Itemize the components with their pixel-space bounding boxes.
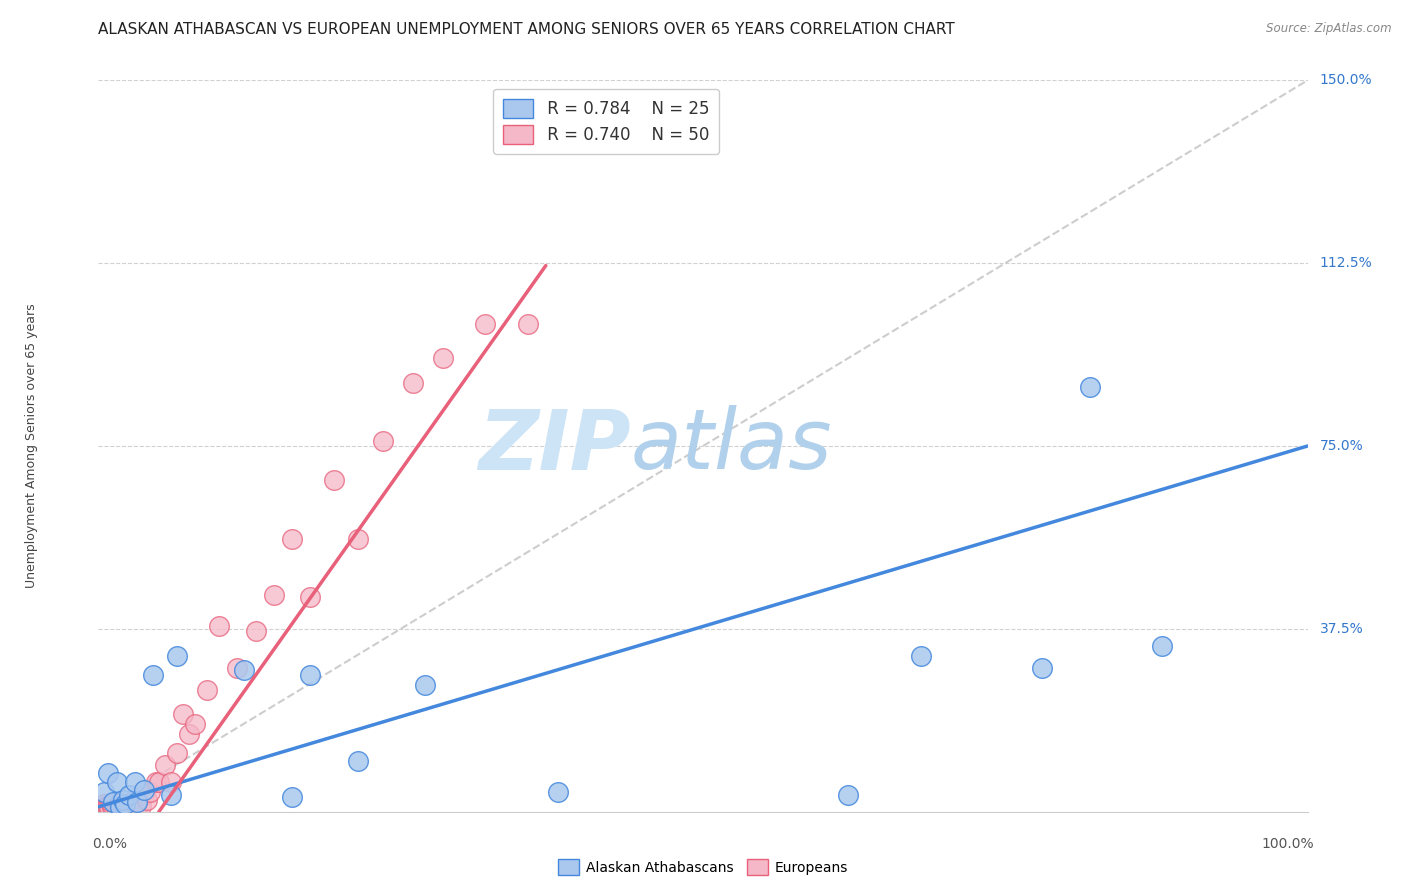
Text: 150.0%: 150.0% [1320,73,1372,87]
Point [1078,380,1101,394]
Point [127,795,149,809]
Point [105,800,128,814]
Point [100,797,122,812]
Point [166,746,188,760]
Point [177,727,201,741]
Point [90,800,112,814]
Point [910,648,932,663]
Point [347,754,370,768]
Point [281,532,304,546]
Point [208,619,231,633]
Point [111,798,134,813]
Point [226,661,249,675]
Point [432,351,454,366]
Point [101,795,124,809]
Point [97,798,120,813]
Point [298,590,321,604]
Point [111,792,134,806]
Point [153,758,176,772]
Point [103,797,125,812]
Text: ALASKAN ATHABASCAN VS EUROPEAN UNEMPLOYMENT AMONG SENIORS OVER 65 YEARS CORRELAT: ALASKAN ATHABASCAN VS EUROPEAN UNEMPLOYM… [98,22,955,37]
Point [263,588,285,602]
Text: 75.0%: 75.0% [1320,439,1364,453]
Point [100,800,122,814]
Point [124,775,146,789]
Point [112,800,135,814]
Point [134,782,156,797]
Point [117,798,139,813]
Point [118,797,141,812]
Point [108,797,131,812]
Point [281,790,304,805]
Text: 112.5%: 112.5% [1320,256,1372,270]
Point [474,317,496,331]
Point [108,800,131,814]
Point [118,788,141,802]
Legend: Alaskan Athabascans, Europeans: Alaskan Athabascans, Europeans [553,854,853,880]
Point [323,473,346,487]
Point [195,682,218,697]
Point [97,765,120,780]
Point [105,775,128,789]
Point [101,798,124,813]
Point [98,800,121,814]
Text: ZIP: ZIP [478,406,630,486]
Text: 37.5%: 37.5% [1320,622,1364,636]
Point [139,785,162,799]
Legend:  R = 0.784    N = 25,  R = 0.740    N = 50: R = 0.784 N = 25, R = 0.740 N = 50 [494,88,720,153]
Point [145,775,167,789]
Point [127,800,149,814]
Point [172,707,194,722]
Point [121,798,143,813]
Point [142,668,165,682]
Point [1152,639,1174,653]
Point [232,663,254,677]
Point [108,800,131,814]
Point [166,648,188,663]
Text: 0.0%: 0.0% [93,838,128,851]
Text: Unemployment Among Seniors over 65 years: Unemployment Among Seniors over 65 years [25,303,38,589]
Point [114,797,136,812]
Point [148,775,170,789]
Point [124,797,146,812]
Point [1031,661,1053,675]
Point [160,788,183,802]
Point [94,800,117,814]
Point [245,624,267,639]
Point [93,797,115,812]
Point [547,785,569,799]
Point [347,532,370,546]
Point [837,788,859,802]
Point [371,434,394,449]
Point [93,785,115,799]
Point [91,800,114,814]
Point [160,775,183,789]
Point [107,798,129,813]
Point [402,376,425,390]
Text: atlas: atlas [630,406,832,486]
Point [516,317,538,331]
Point [413,678,436,692]
Point [298,668,321,682]
Text: Source: ZipAtlas.com: Source: ZipAtlas.com [1267,22,1392,36]
Point [114,797,136,812]
Point [134,788,156,802]
Text: 100.0%: 100.0% [1261,838,1313,851]
Point [118,800,141,814]
Point [129,798,152,813]
Point [96,798,118,813]
Point [135,792,157,806]
Point [184,717,207,731]
